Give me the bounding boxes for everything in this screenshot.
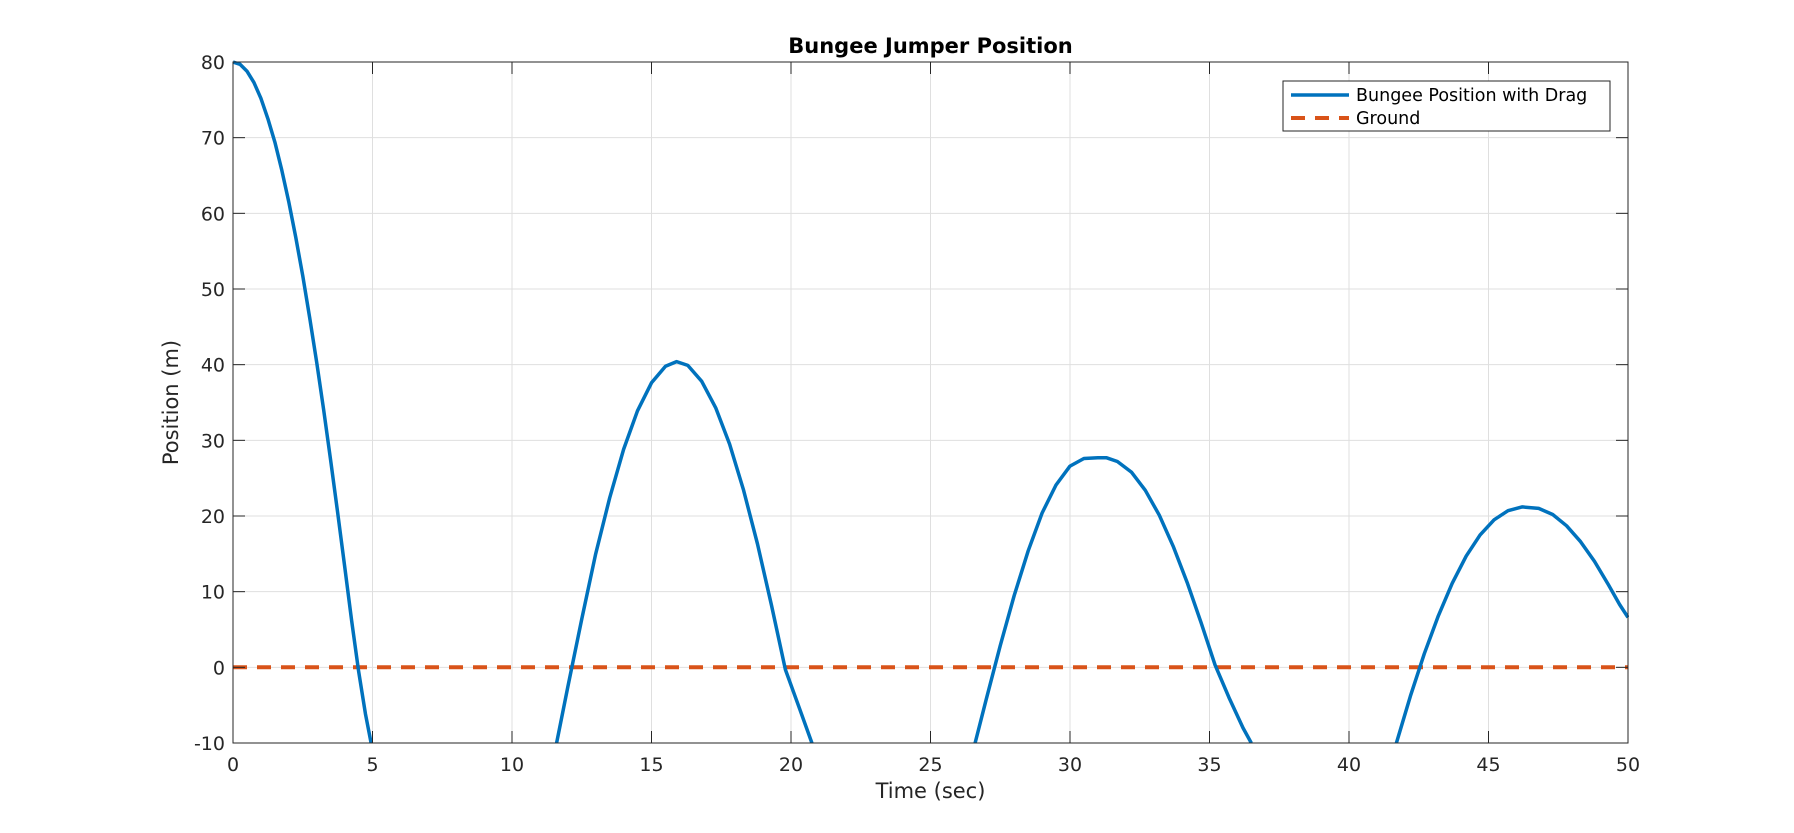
axis-ticks [232,61,1629,744]
legend-label-bungee-position: Bungee Position with Drag [1356,86,1587,106]
legend-label-ground: Ground [1356,109,1420,129]
y-tick-label: 40 [201,355,225,377]
x-tick-label: 0 [227,754,239,776]
legend: Bungee Position with Drag Ground [1282,80,1611,132]
y-axis-label: Position (m) [159,340,183,465]
x-axis-label: Time (sec) [875,779,986,803]
y-tick-label: 20 [201,506,225,528]
bungee-position-line [233,60,373,743]
y-tick-label: 30 [201,430,225,452]
chart-title: Bungee Jumper Position [788,34,1072,58]
bungee-position-line [973,455,1253,743]
y-tick-label: 10 [201,582,225,604]
x-tick-label: 40 [1337,754,1361,776]
y-tick-label: 70 [201,128,225,150]
y-tick-label: 0 [213,657,225,679]
grid-lines [232,61,1629,744]
x-tick-label: 50 [1616,754,1640,776]
y-tick-labels: -10 0 10 20 30 40 50 60 70 80 [194,52,225,755]
x-tick-label: 30 [1058,754,1082,776]
x-tick-label: 35 [1197,754,1221,776]
x-tick-label: 10 [500,754,524,776]
x-tick-label: 20 [779,754,803,776]
bungee-position-line [554,359,814,743]
x-tick-label: 5 [366,754,378,776]
x-tick-labels: 0 5 10 15 20 25 30 35 40 45 50 [227,754,1640,776]
x-tick-label: 15 [639,754,663,776]
y-tick-label: 50 [201,279,225,301]
series-lines [233,60,1629,743]
x-tick-label: 25 [918,754,942,776]
x-tick-label: 45 [1476,754,1500,776]
bungee-position-line [1394,505,1629,743]
y-tick-label: 80 [201,52,225,74]
y-tick-label: 60 [201,203,225,225]
y-tick-label: -10 [194,733,225,755]
legend-box [1282,80,1611,132]
